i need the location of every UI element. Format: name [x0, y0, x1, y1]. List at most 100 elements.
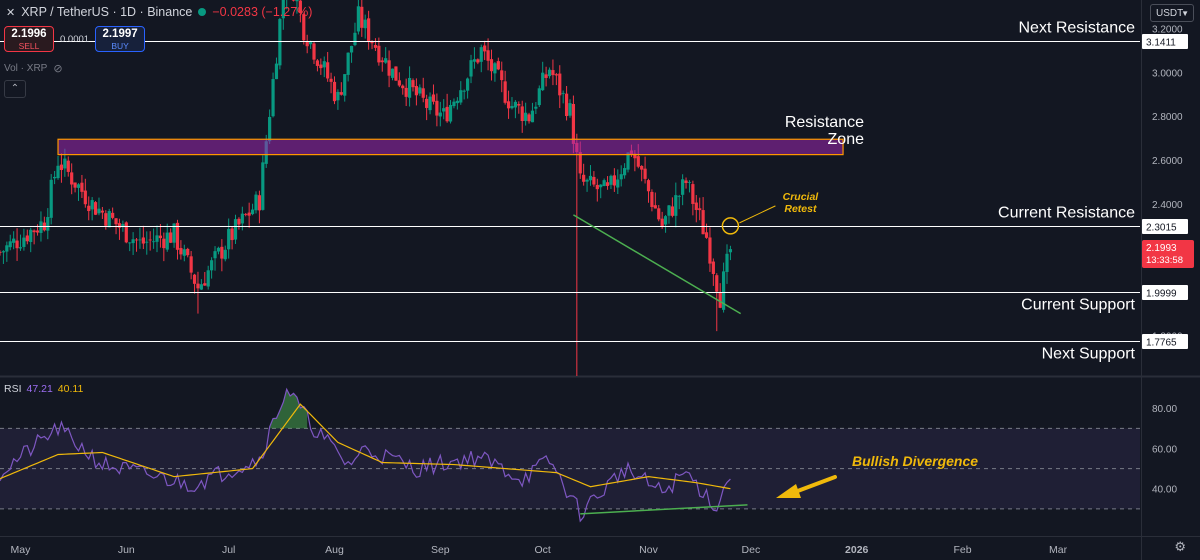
- eye-hidden-icon[interactable]: ⊘: [53, 63, 63, 75]
- candle-body: [605, 182, 610, 186]
- candle-body: [29, 229, 33, 242]
- candle-body: [319, 64, 323, 69]
- candle-body: [210, 260, 214, 271]
- trade-panel: 2.1996 SELL 0.0001 2.1997 BUY: [4, 26, 146, 52]
- candle-body: [73, 182, 77, 188]
- currency-selector[interactable]: USDT ▼: [1150, 4, 1194, 22]
- candle-body: [674, 195, 678, 216]
- gear-icon[interactable]: ⚙: [1174, 539, 1186, 554]
- candle-body: [592, 176, 596, 185]
- chevron-down-icon: ▼: [1181, 9, 1189, 18]
- candle-body: [414, 86, 419, 96]
- candle-body: [421, 88, 425, 98]
- candle-body: [503, 81, 507, 103]
- candle-body: [616, 179, 620, 188]
- candle-body: [278, 19, 282, 66]
- candle-body: [520, 106, 524, 122]
- candle-body: [681, 179, 685, 195]
- sell-price: 2.1996: [11, 28, 47, 40]
- candle-body: [250, 209, 255, 215]
- candle-body: [500, 70, 504, 81]
- candle-body: [691, 184, 695, 204]
- candle-body: [175, 222, 180, 250]
- candle-body: [431, 94, 436, 102]
- candle-body: [39, 221, 43, 233]
- candle-body: [380, 60, 384, 63]
- rsi-tick-label: 60.00: [1152, 444, 1177, 455]
- candle-body: [650, 191, 654, 207]
- time-tick-label: Oct: [535, 544, 551, 556]
- candle-body: [585, 179, 589, 182]
- candle-body: [346, 52, 350, 75]
- candle-body: [448, 105, 453, 122]
- candle-body: [452, 101, 456, 107]
- candle-body: [363, 19, 367, 29]
- candle-body: [582, 174, 586, 182]
- spread-value: 0.0001: [60, 33, 90, 45]
- rsi-value: 47.21: [26, 383, 53, 395]
- rsi-ma-line: [0, 403, 731, 490]
- candle-body: [698, 208, 702, 211]
- symbol-title[interactable]: XRP / TetherUS · 1D · Binance: [21, 5, 193, 19]
- price-tick-label: 3.2000: [1152, 25, 1183, 36]
- price-tick-label: 3.0000: [1152, 68, 1183, 79]
- candle-body: [442, 108, 446, 112]
- buy-button[interactable]: 2.1997 BUY: [95, 26, 146, 52]
- candle-body: [179, 248, 183, 255]
- candle-body: [227, 228, 231, 250]
- candle-body: [377, 45, 381, 63]
- candle-body: [59, 164, 64, 171]
- candle-body: [104, 213, 108, 226]
- rsi-line: [0, 387, 731, 523]
- sell-button[interactable]: 2.1996 SELL: [4, 26, 54, 52]
- candle-body: [373, 45, 378, 48]
- candle-body: [158, 235, 163, 239]
- time-tick-label: Nov: [639, 544, 658, 556]
- candle-body: [274, 63, 279, 80]
- candle-body: [80, 182, 84, 192]
- divergence-arrow: [793, 475, 837, 494]
- collapse-legend-button[interactable]: ⌃: [4, 80, 26, 98]
- candle-body: [63, 158, 67, 169]
- price-tick-label: 2.8000: [1152, 112, 1183, 123]
- retest-pointer: [739, 205, 776, 224]
- candle-body: [469, 60, 473, 77]
- candle-body: [486, 50, 490, 61]
- candle-body: [561, 92, 565, 94]
- level-label: Current Support: [1021, 297, 1135, 314]
- candle-body: [271, 79, 275, 117]
- time-tick-label: Dec: [742, 544, 761, 556]
- retest-label: Crucial: [783, 191, 820, 203]
- candle-body: [513, 101, 517, 108]
- candle-body: [619, 174, 623, 180]
- candle-body: [510, 105, 514, 109]
- candle-body: [66, 160, 70, 172]
- candle-body: [708, 237, 712, 264]
- candle-body: [53, 176, 57, 179]
- candle-body: [223, 249, 227, 260]
- candle-body: [349, 45, 354, 53]
- candle-body: [216, 247, 221, 252]
- candle-body: [411, 80, 415, 88]
- chevron-up-icon: ⌃: [10, 83, 20, 94]
- time-tick-label: Jul: [222, 544, 235, 556]
- candle-body: [308, 41, 313, 45]
- level-label: Current Resistance: [998, 205, 1135, 222]
- candle-body: [667, 205, 671, 216]
- candle-body: [428, 96, 432, 111]
- candle-body: [524, 112, 528, 121]
- xrp-logo-icon: ✕: [6, 6, 16, 19]
- candle-body: [394, 66, 398, 81]
- candle-body: [169, 232, 173, 243]
- candle-body: [343, 74, 347, 96]
- candle-body: [725, 253, 729, 272]
- candle-body: [657, 208, 661, 220]
- market-open-icon: [198, 8, 207, 16]
- candle-body: [479, 47, 483, 62]
- candle-body: [704, 232, 709, 238]
- candle-body: [677, 196, 681, 198]
- price-tick-label: 2.4000: [1152, 200, 1183, 211]
- candle-body: [609, 175, 613, 185]
- buy-label: BUY: [111, 41, 129, 51]
